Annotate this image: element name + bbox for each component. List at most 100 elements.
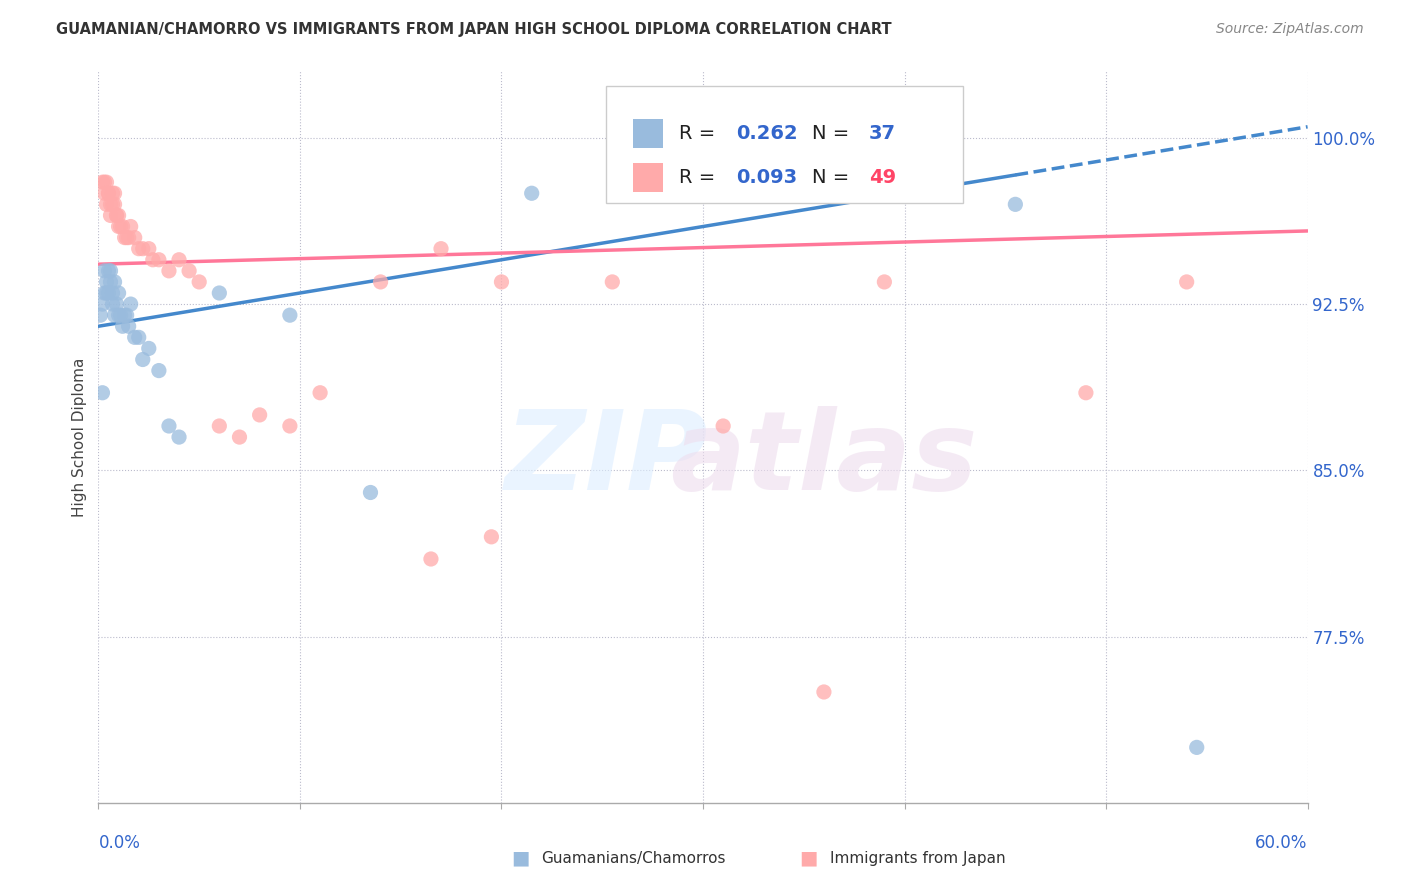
- Point: [101, 297, 124, 311]
- Point: [711, 419, 734, 434]
- Point: [111, 219, 134, 234]
- Point: [360, 485, 382, 500]
- FancyBboxPatch shape: [633, 162, 664, 192]
- FancyBboxPatch shape: [633, 119, 664, 148]
- Point: [96, 275, 118, 289]
- Point: [278, 419, 301, 434]
- Point: [101, 186, 124, 201]
- Point: [602, 275, 624, 289]
- Point: [114, 308, 136, 322]
- Point: [124, 230, 146, 244]
- Point: [97, 285, 120, 300]
- Text: 0.093: 0.093: [735, 168, 797, 187]
- Text: Source: ZipAtlas.com: Source: ZipAtlas.com: [1216, 22, 1364, 37]
- Point: [873, 275, 896, 289]
- Point: [132, 352, 155, 367]
- Point: [103, 186, 125, 201]
- Text: N =: N =: [811, 124, 855, 143]
- Point: [105, 297, 128, 311]
- Point: [118, 319, 141, 334]
- Point: [188, 275, 211, 289]
- Point: [1185, 740, 1208, 755]
- Point: [115, 308, 138, 322]
- Point: [309, 385, 332, 400]
- Point: [1175, 275, 1198, 289]
- Point: [91, 175, 114, 189]
- Text: 60.0%: 60.0%: [1256, 834, 1308, 852]
- Point: [97, 264, 120, 278]
- Point: [228, 430, 250, 444]
- Text: GUAMANIAN/CHAMORRO VS IMMIGRANTS FROM JAPAN HIGH SCHOOL DIPLOMA CORRELATION CHAR: GUAMANIAN/CHAMORRO VS IMMIGRANTS FROM JA…: [56, 22, 891, 37]
- Point: [179, 264, 201, 278]
- Point: [138, 242, 160, 256]
- Point: [128, 330, 150, 344]
- Point: [111, 319, 134, 334]
- Point: [103, 197, 125, 211]
- Point: [118, 230, 141, 244]
- Point: [89, 308, 111, 322]
- Point: [157, 419, 180, 434]
- Point: [100, 264, 122, 278]
- Point: [120, 297, 142, 311]
- Point: [100, 197, 122, 211]
- Text: 37: 37: [869, 124, 896, 143]
- Point: [124, 330, 146, 344]
- Point: [96, 285, 118, 300]
- Point: [91, 385, 114, 400]
- Point: [138, 342, 160, 356]
- Point: [491, 275, 513, 289]
- Point: [114, 230, 136, 244]
- FancyBboxPatch shape: [606, 86, 963, 203]
- Point: [101, 285, 124, 300]
- Point: [128, 242, 150, 256]
- Text: ■: ■: [799, 848, 818, 868]
- Point: [93, 285, 115, 300]
- Point: [100, 209, 122, 223]
- Point: [278, 308, 301, 322]
- Point: [93, 175, 115, 189]
- Point: [105, 209, 128, 223]
- Point: [167, 430, 190, 444]
- Point: [93, 264, 115, 278]
- Point: [208, 285, 231, 300]
- Point: [100, 275, 122, 289]
- Point: [481, 530, 503, 544]
- Y-axis label: High School Diploma: High School Diploma: [72, 358, 87, 516]
- Text: N =: N =: [811, 168, 855, 187]
- Point: [101, 197, 124, 211]
- Point: [107, 285, 129, 300]
- Text: R =: R =: [679, 124, 721, 143]
- Point: [249, 408, 271, 422]
- Text: atlas: atlas: [671, 406, 977, 513]
- Point: [107, 308, 129, 322]
- Point: [97, 186, 120, 201]
- Point: [167, 252, 190, 267]
- Text: R =: R =: [679, 168, 721, 187]
- Point: [132, 242, 155, 256]
- Point: [107, 209, 129, 223]
- Text: Immigrants from Japan: Immigrants from Japan: [830, 851, 1005, 865]
- Text: 0.0%: 0.0%: [98, 834, 141, 852]
- Text: ■: ■: [510, 848, 530, 868]
- Text: ZIP: ZIP: [505, 406, 709, 513]
- Text: 49: 49: [869, 168, 896, 187]
- Point: [520, 186, 543, 201]
- Point: [115, 230, 138, 244]
- Point: [105, 209, 128, 223]
- Point: [120, 219, 142, 234]
- Point: [142, 252, 165, 267]
- Point: [103, 275, 125, 289]
- Point: [148, 363, 170, 377]
- Point: [420, 552, 443, 566]
- Point: [430, 242, 453, 256]
- Text: 0.262: 0.262: [735, 124, 797, 143]
- Point: [1074, 385, 1097, 400]
- Point: [110, 219, 132, 234]
- Text: Guamanians/Chamorros: Guamanians/Chamorros: [541, 851, 725, 865]
- Point: [148, 252, 170, 267]
- Point: [91, 297, 114, 311]
- Point: [96, 197, 118, 211]
- Point: [93, 186, 115, 201]
- Point: [97, 186, 120, 201]
- Point: [107, 219, 129, 234]
